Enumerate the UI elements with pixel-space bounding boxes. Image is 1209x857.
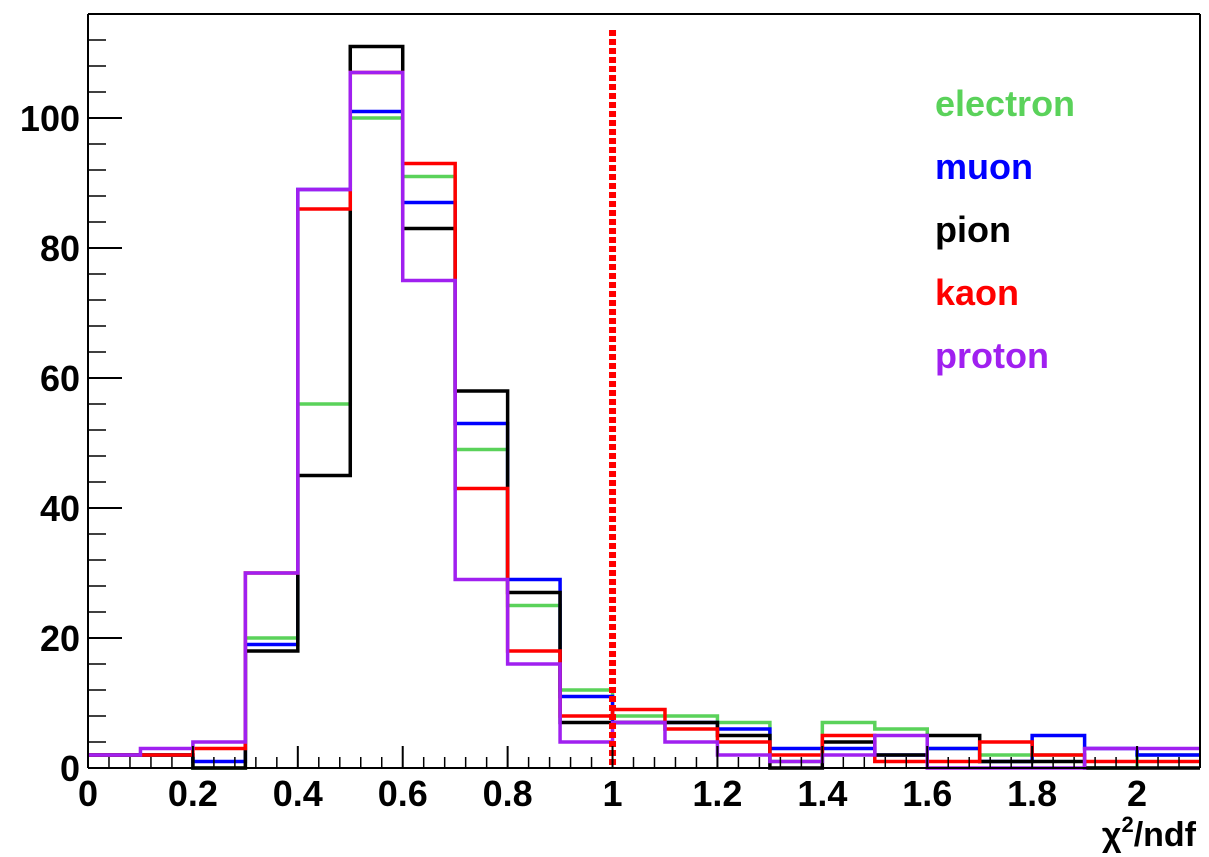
x-axis-title-suffix: /ndf [1134, 816, 1197, 854]
legend-entry-muon: muon [935, 146, 1033, 187]
y-tick-label: 20 [40, 618, 80, 659]
y-tick-label: 40 [40, 488, 80, 529]
x-axis-title-superscript: 2 [1121, 812, 1133, 837]
x-tick-label: 2 [1127, 773, 1147, 814]
y-tick-label: 0 [60, 748, 80, 789]
x-tick-label: 1 [603, 773, 623, 814]
y-tick-label: 80 [40, 228, 80, 269]
legend-entry-kaon: kaon [935, 272, 1019, 313]
x-tick-label: 1.8 [1007, 773, 1057, 814]
x-tick-label: 1.4 [797, 773, 847, 814]
y-tick-label: 60 [40, 358, 80, 399]
x-tick-label: 0.8 [483, 773, 533, 814]
y-tick-label: 100 [20, 98, 80, 139]
x-axis-title-symbol: χ [1102, 816, 1122, 854]
legend-entry-pion: pion [935, 209, 1011, 250]
legend: electron muon pion kaon proton [935, 83, 1075, 376]
x-axis-title: χ2/ndf [1102, 812, 1197, 854]
x-tick-label: 1.6 [902, 773, 952, 814]
x-tick-label: 1.2 [692, 773, 742, 814]
legend-entry-electron: electron [935, 83, 1075, 124]
x-tick-label: 0.4 [273, 773, 323, 814]
x-tick-label: 0 [78, 773, 98, 814]
legend-entry-proton: proton [935, 335, 1049, 376]
x-tick-label: 0.2 [168, 773, 218, 814]
x-tick-label: 0.6 [378, 773, 428, 814]
